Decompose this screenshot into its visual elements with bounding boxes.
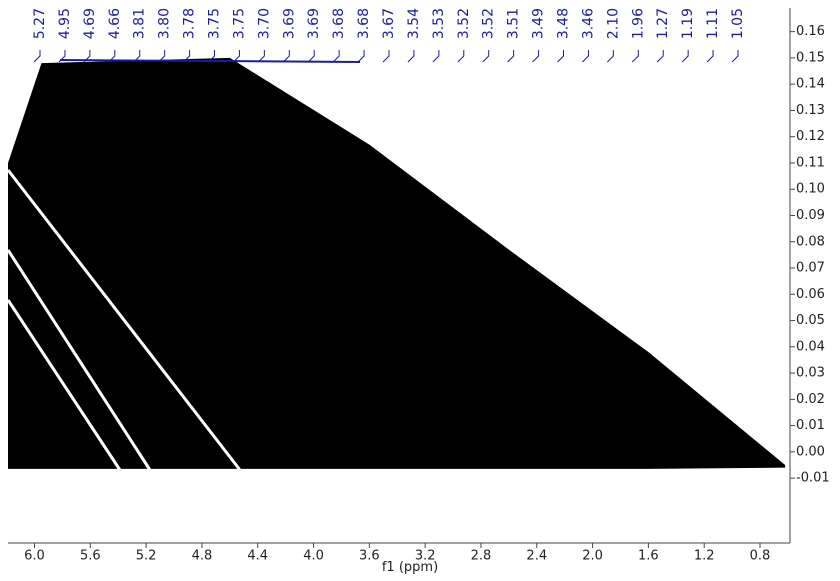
peak-connector <box>307 50 315 63</box>
peak-connector <box>631 50 639 63</box>
x-tick-label: 4.8 <box>192 549 213 564</box>
streak <box>6 169 242 471</box>
peak-connector <box>706 50 714 63</box>
y-tick-label: 0.01 <box>796 418 825 433</box>
peak-label: 3.70 <box>256 8 272 39</box>
peak-connector <box>33 50 41 63</box>
peak-label: 1.27 <box>655 8 671 39</box>
peak-label: 3.49 <box>531 8 547 39</box>
x-tick-label: 2.4 <box>526 549 547 564</box>
peak-connector <box>357 50 365 63</box>
peak-label: 3.81 <box>132 8 148 39</box>
peak-connector <box>382 50 390 63</box>
peak-label: 4.66 <box>107 8 123 39</box>
x-tick-label: 3.6 <box>359 549 380 564</box>
y-tick-label: 0.10 <box>796 182 825 197</box>
x-tick-label: 5.6 <box>80 549 101 564</box>
y-tick-label: 0.09 <box>796 208 825 223</box>
peak-label: 1.11 <box>705 8 721 39</box>
y-tick-label: 0.13 <box>796 103 825 118</box>
peak-label: 4.69 <box>82 8 98 39</box>
peak-connector <box>507 50 515 63</box>
peak-connector <box>681 50 689 63</box>
peak-connector <box>656 50 664 63</box>
peak-connector <box>407 50 415 63</box>
peak-label: 1.96 <box>630 8 646 39</box>
x-tick-label: 4.4 <box>247 549 268 564</box>
peak-label: 3.75 <box>207 8 223 39</box>
peak-label: 3.52 <box>481 8 497 39</box>
peak-connector <box>532 50 540 63</box>
peak-label: 3.69 <box>306 8 322 39</box>
x-tick-label: 5.2 <box>136 549 157 564</box>
peak-label: 3.67 <box>381 8 397 39</box>
x-tick-label: 3.2 <box>415 549 436 564</box>
peak-connector <box>557 50 564 63</box>
peak-connector <box>258 50 265 63</box>
peak-connector <box>282 50 290 63</box>
y-tick-label: 0.14 <box>796 77 825 92</box>
peak-connector <box>208 50 215 63</box>
y-tick-label: 0.12 <box>796 129 825 144</box>
peak-connector <box>332 50 340 63</box>
peak-label: 3.48 <box>556 8 572 39</box>
peak-bracket <box>59 59 361 63</box>
spectrum-area <box>8 57 786 469</box>
peak-connector <box>582 50 589 63</box>
y-tick-label: 0.16 <box>796 24 825 39</box>
y-tick-label: 0.08 <box>796 234 825 249</box>
peak-label: 3.68 <box>331 8 347 39</box>
x-tick-label: 4.0 <box>303 549 324 564</box>
x-tick-label: 1.6 <box>638 549 659 564</box>
peak-connector <box>607 50 614 63</box>
peak-label: 3.69 <box>281 8 297 39</box>
y-tick-label: 0.00 <box>796 444 825 459</box>
streak <box>6 249 152 471</box>
peak-connector <box>457 50 465 63</box>
peak-label: 3.53 <box>431 8 447 39</box>
x-axis-label: f1 (ppm) <box>382 560 438 575</box>
peak-label: 3.46 <box>580 8 596 39</box>
peak-label: 3.75 <box>231 8 247 39</box>
y-tick-label: 0.03 <box>796 366 825 381</box>
peak-label: 3.68 <box>356 8 372 39</box>
peak-label: 5.27 <box>32 8 48 39</box>
peak-label: 4.95 <box>57 8 73 39</box>
peak-connector <box>233 50 240 63</box>
x-tick-label: 1.2 <box>694 549 715 564</box>
y-tick-label: -0.01 <box>796 471 830 486</box>
x-tick-label: 6.0 <box>24 549 45 564</box>
x-tick-label: 2.0 <box>582 549 603 564</box>
peak-label: 3.51 <box>506 8 522 39</box>
x-tick-label: 0.8 <box>750 549 771 564</box>
peak-label: 3.78 <box>182 8 198 39</box>
peak-label: 3.52 <box>456 8 472 39</box>
peak-label: 3.54 <box>406 8 422 39</box>
x-tick-label: 2.8 <box>471 549 492 564</box>
y-tick-label: 0.05 <box>796 313 825 328</box>
y-tick-label: 0.11 <box>796 155 825 170</box>
y-tick-label: 0.07 <box>796 261 825 276</box>
peak-label: 1.05 <box>730 8 746 39</box>
peak-label: 1.19 <box>680 8 696 39</box>
peak-connector <box>482 50 490 63</box>
peak-label: 3.80 <box>157 8 173 39</box>
peak-label: 2.10 <box>605 8 621 39</box>
y-tick-label: 0.06 <box>796 287 825 302</box>
peak-connector <box>432 50 440 63</box>
y-tick-label: 0.15 <box>796 50 825 65</box>
y-tick-label: 0.04 <box>796 339 825 354</box>
streak <box>6 299 122 471</box>
y-tick-label: 0.02 <box>796 392 825 407</box>
peak-connector <box>731 50 739 63</box>
